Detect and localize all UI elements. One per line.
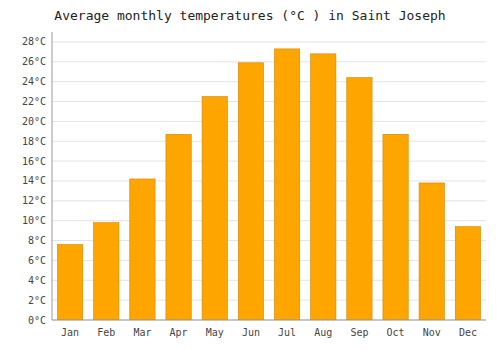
x-axis-line — [52, 320, 486, 321]
y-tick-label: 0°C — [28, 315, 46, 326]
x-ticks: Jan Feb Mar Apr May Jun Jul Aug Sep Oct Nov Dec — [61, 327, 477, 338]
title: Average monthly temperatures (°C ) in Sa… — [54, 8, 445, 23]
grid-line — [52, 320, 486, 321]
bar — [202, 97, 227, 320]
y-tick-label: 6°C — [28, 255, 46, 266]
grid-line — [52, 61, 486, 62]
bar — [94, 223, 119, 320]
x-tick-label: May — [206, 327, 224, 338]
grid-line — [52, 180, 486, 181]
y-tick-label: 20°C — [22, 116, 46, 127]
x-tick-label: Nov — [423, 327, 441, 338]
bar — [130, 179, 155, 320]
y-tick-label: 12°C — [22, 195, 46, 206]
bar — [347, 78, 372, 320]
bar — [419, 183, 444, 320]
x-tick-label: Jul — [278, 327, 296, 338]
grid-line — [52, 161, 486, 162]
grid — [52, 42, 486, 320]
grid-line — [52, 41, 486, 42]
x-tick-label: Apr — [170, 327, 188, 338]
bar — [455, 227, 480, 320]
grid-line — [52, 141, 486, 142]
y-ticks: 0°C 2°C 4°C 6°C 8°C 10°C 12°C 14°C 16°C 18°C 20°C 2… — [22, 36, 46, 325]
x-tick-label: Mar — [133, 327, 151, 338]
bar — [311, 54, 336, 320]
bar — [166, 134, 191, 320]
x-tick-label: Aug — [314, 327, 332, 338]
y-tick-label: 28°C — [22, 36, 46, 47]
y-tick-label: 16°C — [22, 156, 46, 167]
y-tick-label: 10°C — [22, 215, 46, 226]
grid-line — [52, 101, 486, 102]
bar — [57, 245, 82, 320]
y-tick-label: 26°C — [22, 56, 46, 67]
y-axis-line — [52, 32, 53, 320]
x-tick-label: Oct — [387, 327, 405, 338]
x-tick-label: Dec — [459, 327, 477, 338]
bar — [238, 63, 263, 320]
x-tick-label: Sep — [350, 327, 368, 338]
grid-line — [52, 121, 486, 122]
bars — [57, 49, 480, 320]
y-tick-label: 2°C — [28, 295, 46, 306]
y-tick-label: 14°C — [22, 175, 46, 186]
x-tick-label: Jun — [242, 327, 260, 338]
y-tick-label: 4°C — [28, 275, 46, 286]
grid-line — [52, 81, 486, 82]
chart: Average monthly temperatures (°C ) in Sa… — [0, 0, 500, 350]
y-tick-label: 24°C — [22, 76, 46, 87]
y-tick-label: 18°C — [22, 136, 46, 147]
x-tick-label: Jan — [61, 327, 79, 338]
x-tick-label: Feb — [97, 327, 115, 338]
bar — [274, 49, 299, 320]
bar — [383, 134, 408, 320]
y-tick-label: 22°C — [22, 96, 46, 107]
y-tick-label: 8°C — [28, 235, 46, 246]
